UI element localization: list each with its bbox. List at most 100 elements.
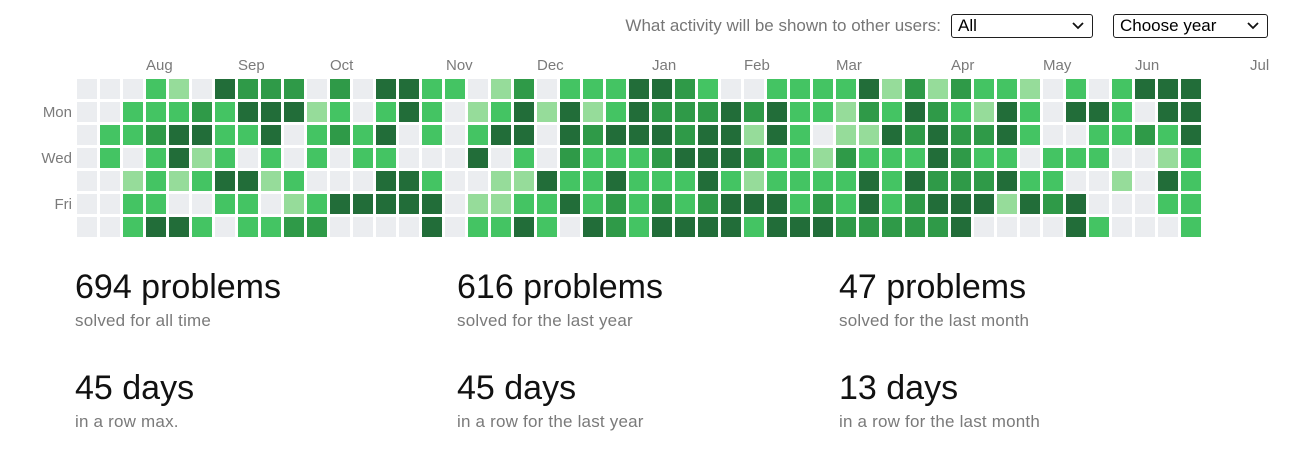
- activity-cell: [790, 148, 810, 168]
- activity-cell: [399, 217, 419, 237]
- activity-cell: [468, 125, 488, 145]
- activity-cell: [422, 79, 442, 99]
- stat-value: 47 problems: [839, 268, 1027, 306]
- activity-cell: [376, 102, 396, 122]
- stat-month-streak: 13 days in a row for the last month: [839, 369, 1040, 432]
- activity-cell: [491, 217, 511, 237]
- activity-cell: [192, 148, 212, 168]
- activity-cell: [928, 125, 948, 145]
- activity-cell: [537, 125, 557, 145]
- activity-cell: [767, 148, 787, 168]
- activity-cell: [376, 148, 396, 168]
- activity-cell: [330, 217, 350, 237]
- activity-cell: [468, 102, 488, 122]
- activity-cell: [77, 148, 97, 168]
- activity-cell: [583, 148, 603, 168]
- activity-cell: [1112, 79, 1132, 99]
- activity-cell: [123, 148, 143, 168]
- activity-cell: [951, 148, 971, 168]
- activity-cell: [974, 217, 994, 237]
- activity-cell: [1089, 194, 1109, 214]
- activity-cell: [537, 102, 557, 122]
- month-label: Mar: [836, 57, 862, 74]
- activity-cell: [169, 102, 189, 122]
- activity-cell: [1043, 125, 1063, 145]
- activity-cell: [560, 194, 580, 214]
- month-labels: Aug Sep Oct Nov Dec Jan Feb Mar Apr May …: [0, 57, 1312, 77]
- activity-cell: [997, 194, 1017, 214]
- activity-cell: [77, 125, 97, 145]
- activity-cell: [767, 125, 787, 145]
- activity-cell: [1089, 79, 1109, 99]
- activity-cell: [215, 217, 235, 237]
- activity-cell: [1043, 171, 1063, 191]
- activity-cell: [951, 79, 971, 99]
- activity-cell: [307, 102, 327, 122]
- activity-cell: [491, 194, 511, 214]
- year-select[interactable]: Choose year: [1113, 14, 1268, 38]
- activity-cell: [307, 79, 327, 99]
- activity-cell: [905, 102, 925, 122]
- activity-cell: [284, 125, 304, 145]
- activity-cell: [675, 148, 695, 168]
- activity-cell: [1135, 148, 1155, 168]
- activity-cell: [974, 171, 994, 191]
- activity-cell: [675, 217, 695, 237]
- activity-cell: [652, 148, 672, 168]
- activity-cell: [1135, 194, 1155, 214]
- activity-cell: [330, 79, 350, 99]
- activity-cell: [882, 217, 902, 237]
- activity-cell: [445, 102, 465, 122]
- activity-cell: [284, 217, 304, 237]
- activity-cell: [215, 125, 235, 145]
- activity-cell: [77, 194, 97, 214]
- stat-value: 694 problems: [75, 268, 282, 306]
- activity-visibility-select[interactable]: All: [951, 14, 1093, 38]
- month-label: Jul: [1250, 57, 1270, 74]
- activity-cell: [491, 171, 511, 191]
- activity-cell: [1158, 217, 1178, 237]
- activity-cell: [468, 171, 488, 191]
- activity-cell: [192, 171, 212, 191]
- activity-cell: [100, 171, 120, 191]
- activity-cell: [491, 79, 511, 99]
- activity-cell: [583, 194, 603, 214]
- activity-cell: [353, 102, 373, 122]
- stat-caption: solved for the last year: [457, 311, 633, 330]
- activity-cell: [192, 102, 212, 122]
- stat-year-solved: 616 problems solved for the last year: [457, 268, 663, 331]
- activity-cell: [606, 148, 626, 168]
- activity-cell: [422, 217, 442, 237]
- activity-cell: [238, 194, 258, 214]
- activity-cell: [192, 194, 212, 214]
- activity-cell: [997, 102, 1017, 122]
- activity-cell: [100, 148, 120, 168]
- activity-cell: [1066, 217, 1086, 237]
- activity-cell: [997, 125, 1017, 145]
- activity-cell: [77, 171, 97, 191]
- activity-cell: [905, 125, 925, 145]
- activity-cell: [744, 194, 764, 214]
- activity-cell: [629, 79, 649, 99]
- activity-cell: [951, 171, 971, 191]
- activity-cell: [514, 171, 534, 191]
- activity-cell: [146, 171, 166, 191]
- activity-cell: [1181, 194, 1201, 214]
- activity-cell: [675, 125, 695, 145]
- activity-cell: [100, 217, 120, 237]
- activity-visibility-value: All: [958, 16, 977, 35]
- activity-cell: [974, 102, 994, 122]
- activity-cell: [100, 79, 120, 99]
- stat-caption: solved for the last month: [839, 311, 1030, 330]
- activity-cell: [1043, 194, 1063, 214]
- activity-cell: [261, 171, 281, 191]
- activity-cell: [1135, 79, 1155, 99]
- stat-caption: solved for all time: [75, 311, 212, 330]
- activity-cell: [284, 102, 304, 122]
- activity-cell: [813, 125, 833, 145]
- activity-cell: [399, 171, 419, 191]
- activity-cell: [997, 171, 1017, 191]
- activity-cell: [1089, 171, 1109, 191]
- activity-cell: [261, 79, 281, 99]
- activity-cell: [836, 125, 856, 145]
